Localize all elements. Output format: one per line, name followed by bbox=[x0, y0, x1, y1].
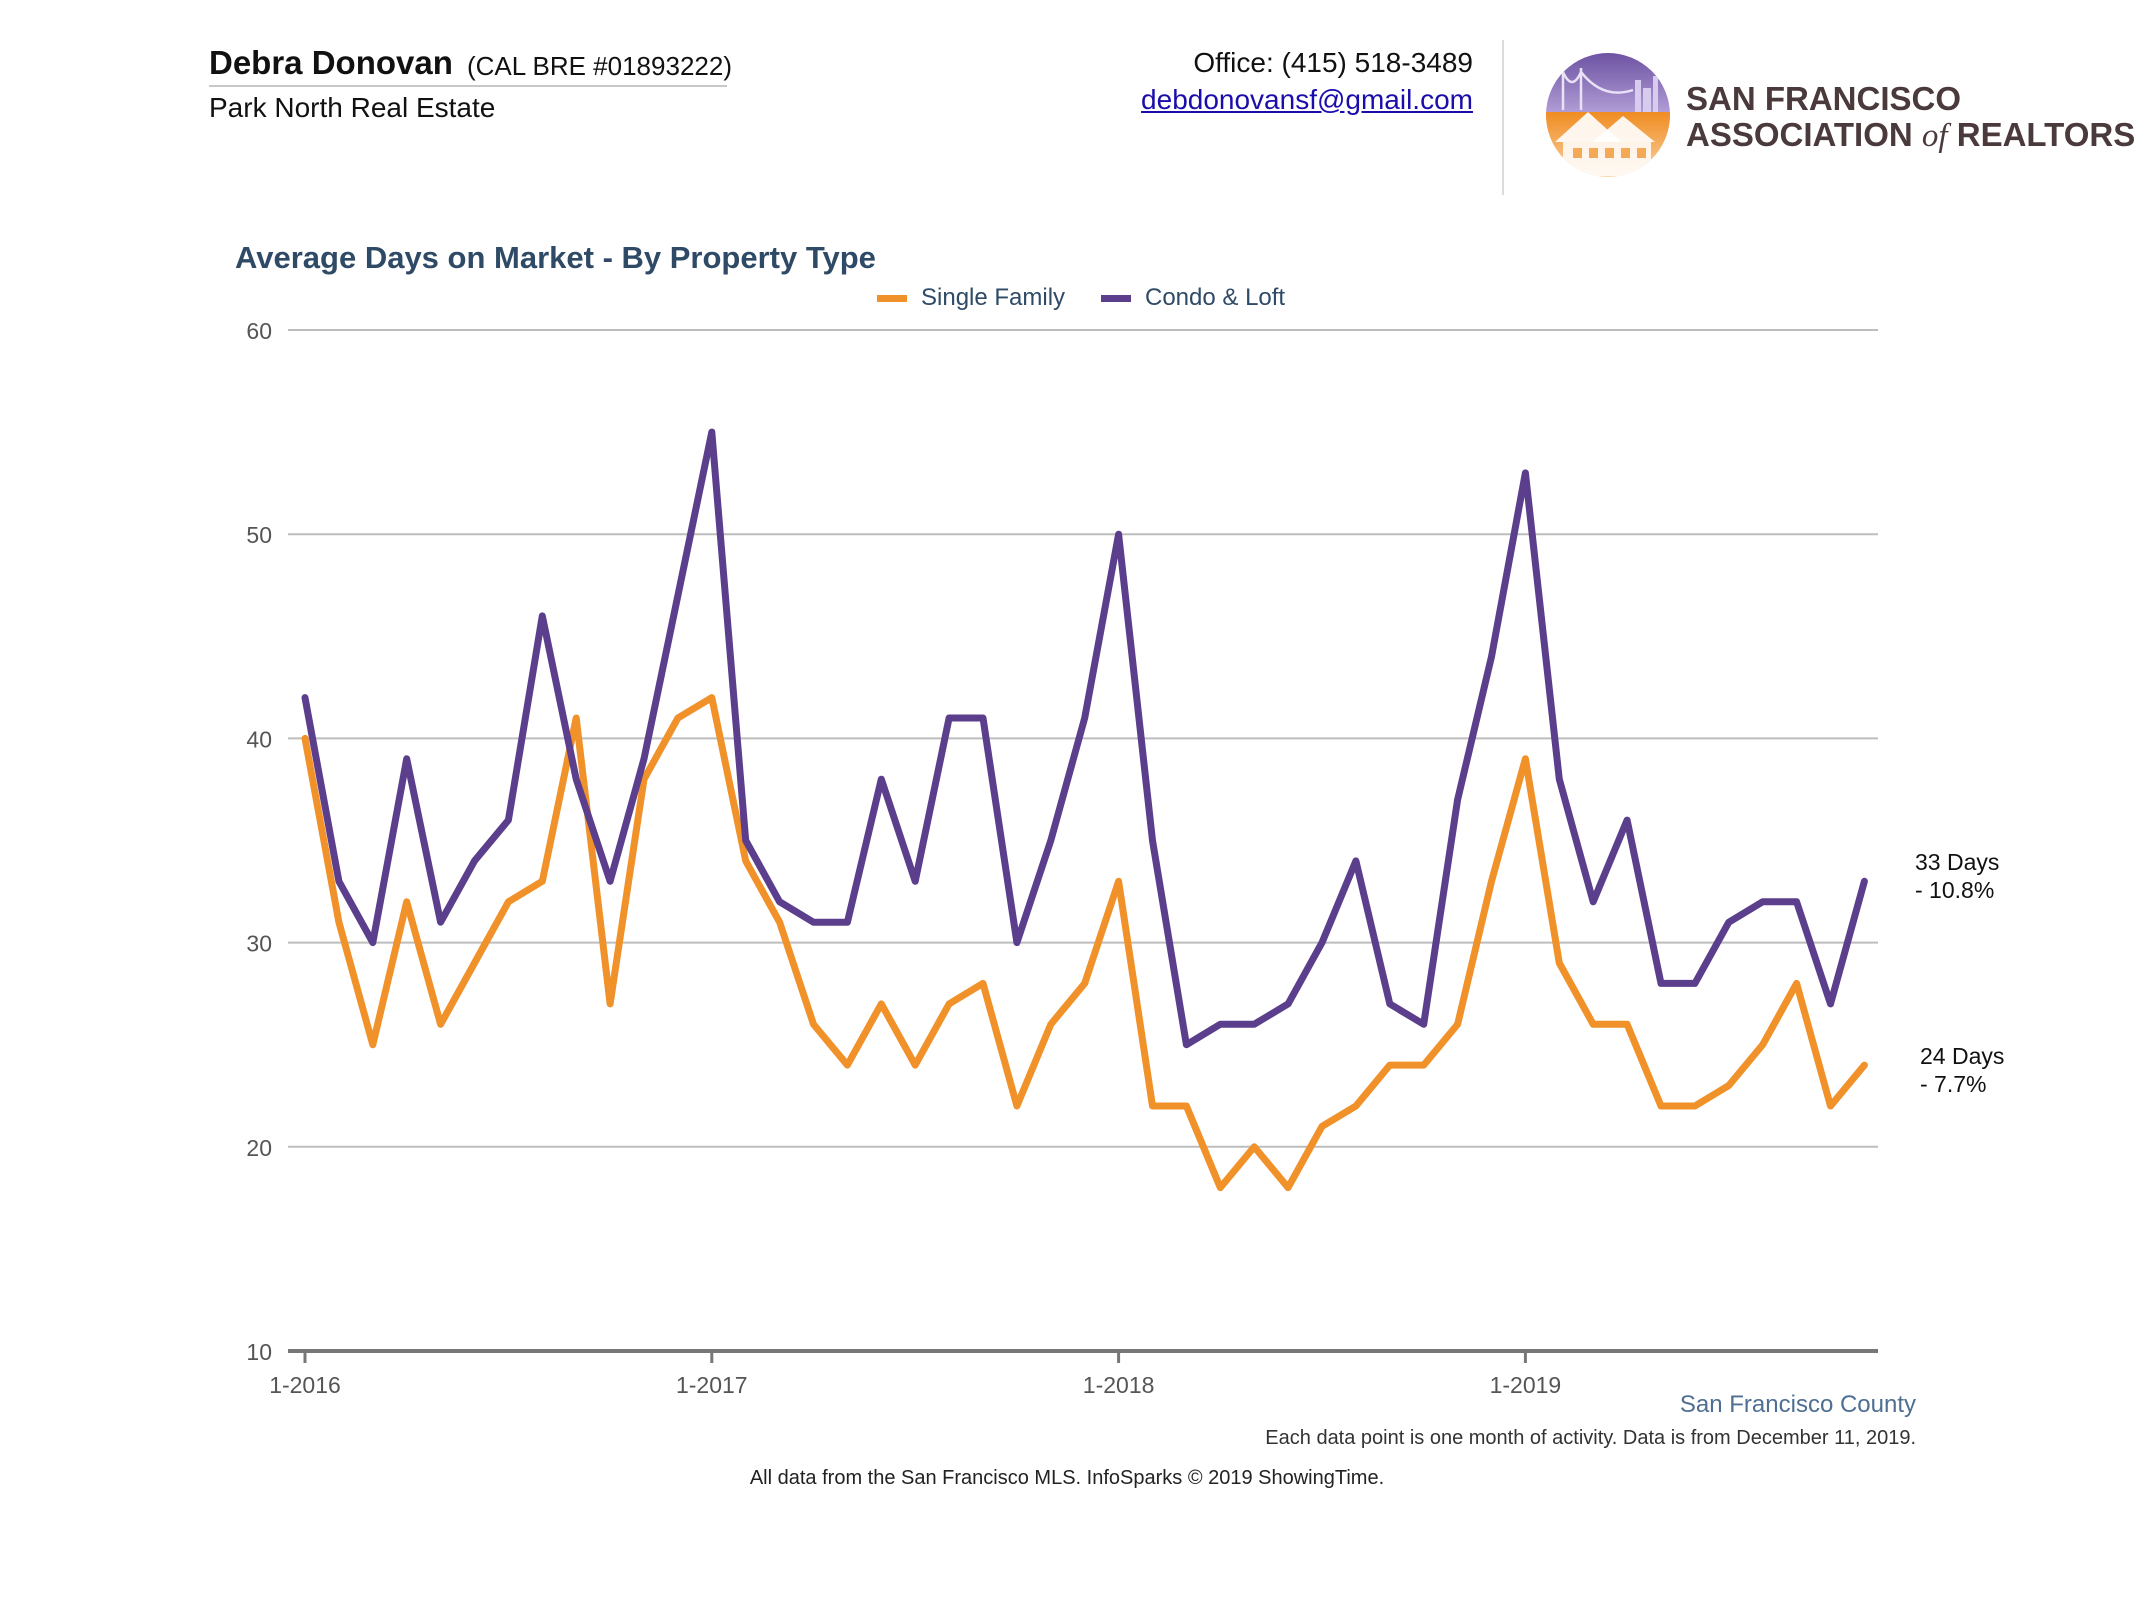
source-footer: All data from the San Francisco MLS. Inf… bbox=[749, 1467, 1385, 1489]
chart-title: Average Days on Market - By Property Typ… bbox=[235, 240, 876, 275]
chart-legend: Single Family Condo & Loft bbox=[0, 284, 2134, 318]
single-family-end-days: 24 Days bbox=[1920, 1043, 2005, 1069]
office-phone: Office: (415) 518-3489 bbox=[1193, 47, 1473, 78]
logo-text-realtors: REALTORS bbox=[1956, 116, 2134, 153]
condo-loft-line bbox=[301, 428, 1868, 1049]
y-tick-label: 30 bbox=[246, 931, 272, 957]
y-tick-label: 50 bbox=[246, 522, 272, 548]
data-note: Each data point is one month of activity… bbox=[1265, 1427, 1916, 1449]
logo-text-association: ASSOCIATION bbox=[1686, 116, 1913, 153]
logo-text-line1: SAN FRANCISCO bbox=[1686, 80, 1962, 117]
x-tick-label: 1-2018 bbox=[1083, 1372, 1155, 1398]
legend-item-single-family: Single Family bbox=[877, 284, 1065, 312]
legend-swatch-single-family bbox=[877, 294, 907, 302]
x-tick-label: 1-2019 bbox=[1490, 1372, 1562, 1398]
legend-item-condo-loft: Condo & Loft bbox=[1101, 284, 1285, 312]
county-label: San Francisco County bbox=[1679, 1391, 1916, 1418]
single-family-end-label: 24 Days - 7.7% bbox=[1920, 1042, 2004, 1098]
condo-end-label: 33 Days - 10.8% bbox=[1915, 848, 1999, 904]
legend-label-condo-loft: Condo & Loft bbox=[1145, 284, 1286, 311]
y-tick-label: 20 bbox=[246, 1135, 272, 1161]
agent-license: (CAL BRE #01893222) bbox=[467, 51, 732, 81]
email-link[interactable]: debdonovansf@gmail.com bbox=[1141, 84, 1473, 115]
single-family-line bbox=[301, 694, 1868, 1192]
logo-text-of: of bbox=[1921, 118, 1948, 154]
legend-swatch-condo-loft bbox=[1101, 294, 1131, 302]
company-name: Park North Real Estate bbox=[209, 92, 496, 123]
y-tick-label: 60 bbox=[246, 318, 272, 344]
header-rule bbox=[209, 85, 727, 87]
logo-text-line2: ASSOCIATION of REALTORS® bbox=[1686, 116, 2134, 155]
legend-label-single-family: Single Family bbox=[921, 284, 1066, 311]
condo-end-days: 33 Days bbox=[1915, 849, 2000, 875]
single-family-end-change: - 7.7% bbox=[1920, 1071, 1987, 1097]
agent-name: Debra Donovan bbox=[209, 44, 453, 81]
sf-realtors-logo-icon bbox=[1546, 53, 1670, 177]
x-tick-label: 1-2017 bbox=[676, 1372, 748, 1398]
x-tick-label: 1-2016 bbox=[269, 1372, 341, 1398]
condo-end-change: - 10.8% bbox=[1915, 877, 1995, 903]
header-divider bbox=[1502, 40, 1504, 195]
y-tick-label: 10 bbox=[246, 1339, 272, 1365]
y-tick-label: 40 bbox=[246, 726, 272, 752]
